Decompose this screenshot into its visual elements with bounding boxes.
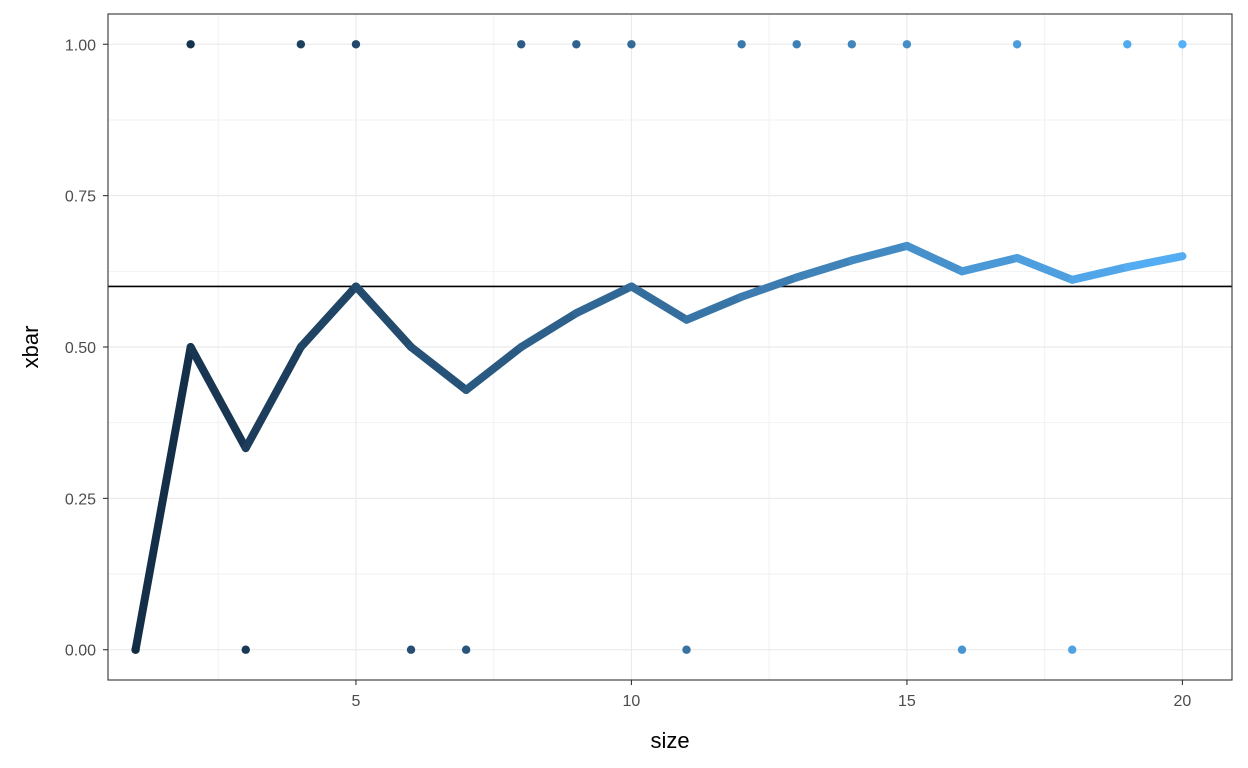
y-tick-label: 0.75 [65,189,96,206]
y-tick-label: 0.50 [65,340,96,357]
xbar-line-segment [682,292,746,324]
xbar-line-segment [737,273,801,301]
data-point [186,40,195,49]
data-point [1178,40,1187,49]
y-axis-title: xbar [18,326,43,369]
data-point [461,645,471,654]
data-point [1123,40,1132,49]
x-axis-title: size [650,728,689,753]
xbar-line-segment [186,343,250,453]
data-point [957,645,967,654]
xbar-line-segment [572,282,636,318]
y-tick-label: 0.25 [65,491,96,508]
y-tick-label: 0.00 [65,643,96,660]
x-tick-label: 15 [898,693,916,710]
data-point [1012,40,1022,49]
data-point [792,40,801,49]
y-tick-label: 1.00 [65,37,96,54]
data-point [131,645,140,654]
xbar-line-segment [1123,252,1187,272]
data-point [682,645,691,654]
xbar-line-segment [517,309,581,351]
xbar-line-segment [1013,253,1077,284]
data-point [406,645,416,654]
x-tick-label: 20 [1174,693,1192,710]
xbar-line-segment [407,343,471,394]
data-point [351,40,361,49]
observation-points [131,40,1187,654]
data-point [737,40,746,49]
data-point [517,40,526,49]
data-point [241,645,250,654]
x-tick-label: 10 [623,693,641,710]
xbar-line-segment [462,343,526,394]
xbar-line-segment [847,241,911,265]
data-point [296,40,306,49]
data-point [847,40,857,49]
data-point [627,40,636,49]
xbar-line-segment [902,241,967,276]
xbar-line-series [131,241,1187,654]
xbar-line-segment [792,256,856,282]
x-tick-label: 5 [351,693,360,710]
xbar-line-segment [351,282,416,351]
xbar-line-segment [627,282,691,324]
xbar-line-segment [131,343,195,654]
xbar-line-segment [958,253,1022,276]
data-point [1068,645,1077,654]
xbar-line-segment [1068,263,1132,284]
data-point [572,40,581,49]
xbar-line-segment [296,282,360,351]
axes: 5 10 15 20 0.00 0.25 0.50 0.75 1.00 [65,37,1192,710]
xbar-line-segment [241,343,305,453]
major-gridlines [108,14,1232,680]
data-point [902,40,912,49]
